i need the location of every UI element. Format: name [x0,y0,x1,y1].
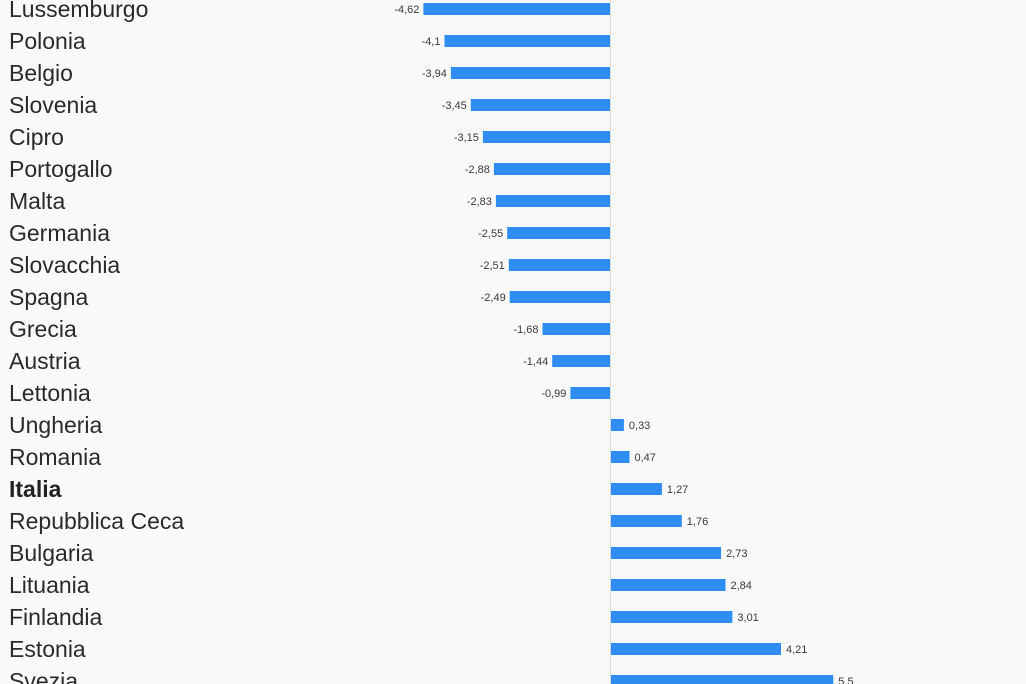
bar-polonia [444,35,611,47]
bar-slovacchia [508,259,611,271]
value-label-ungheria: 0,33 [629,420,650,432]
category-label-portogallo: Portogallo [9,156,113,182]
bar-slovenia [470,99,611,111]
bar-portogallo [493,163,611,175]
bar-svezia [610,675,834,684]
bar-austria [552,355,611,367]
value-label-svezia: 5,5 [838,676,853,684]
value-label-lussemburgo: -4,62 [394,4,419,16]
category-label-spagna: Spagna [9,284,89,310]
bar-finlandia [610,611,733,623]
category-label-austria: Austria [9,348,81,374]
bar-repubblica-ceca [610,515,682,527]
value-label-malta: -2,83 [467,196,492,208]
value-label-bulgaria: 2,73 [726,548,747,560]
bar-ungheria [610,419,624,431]
bar-lituania [610,579,726,591]
value-label-austria: -1,44 [523,356,548,368]
category-label-cipro: Cipro [9,124,64,150]
category-label-slovacchia: Slovacchia [9,252,120,278]
category-label-ungheria: Ungheria [9,412,103,438]
bar-malta [495,195,611,207]
category-label-malta: Malta [9,188,65,214]
value-label-lettonia: -0,99 [541,388,566,400]
value-label-italia: 1,27 [667,484,688,496]
category-label-finlandia: Finlandia [9,604,103,630]
value-label-slovenia: -3,45 [442,100,467,112]
bar-romania [610,451,630,463]
value-label-germania: -2,55 [478,228,503,240]
category-label-bulgaria: Bulgaria [9,540,94,566]
value-label-polonia: -4,1 [422,36,441,48]
bar-lussemburgo [423,3,611,15]
value-label-finlandia: 3,01 [737,612,758,624]
value-label-repubblica-ceca: 1,76 [687,516,708,528]
value-label-grecia: -1,68 [513,324,538,336]
value-label-belgio: -3,94 [422,68,447,80]
bar-cipro [482,131,611,143]
bar-bulgaria [610,547,722,559]
category-label-romania: Romania [9,444,101,470]
bars [423,3,834,684]
category-label-polonia: Polonia [9,28,86,54]
bar-lettonia [570,387,611,399]
bar-germania [507,227,611,239]
bar-estonia [610,643,781,655]
category-label-germania: Germania [9,220,110,246]
value-label-portogallo: -2,88 [465,164,490,176]
category-label-italia: Italia [9,476,62,502]
value-label-slovacchia: -2,51 [480,260,505,272]
category-label-belgio: Belgio [9,60,73,86]
category-label-svezia: Svezia [9,668,78,684]
category-labels: Lussemburgo Polonia Belgio Slovenia Cipro Por… [9,0,184,684]
category-label-lettonia: Lettonia [9,380,91,406]
category-label-lussemburgo: Lussemburgo [9,0,148,22]
bar-spagna [509,291,611,303]
value-label-romania: 0,47 [635,452,656,464]
bar-grecia [542,323,611,335]
bar-belgio [450,67,611,79]
value-labels: -4,62 -4,1 -3,94 -3,45 -3,15 -2,88 -2,83 -2,55 -… [394,4,853,684]
category-label-repubblica-ceca: Repubblica Ceca [9,508,184,534]
value-label-lituania: 2,84 [731,580,752,592]
bar-italia [610,483,662,495]
value-label-estonia: 4,21 [786,644,807,656]
category-label-slovenia: Slovenia [9,92,97,118]
category-label-lituania: Lituania [9,572,90,598]
value-label-cipro: -3,15 [454,132,479,144]
category-label-grecia: Grecia [9,316,77,342]
category-label-estonia: Estonia [9,636,86,662]
value-label-spagna: -2,49 [481,292,506,304]
